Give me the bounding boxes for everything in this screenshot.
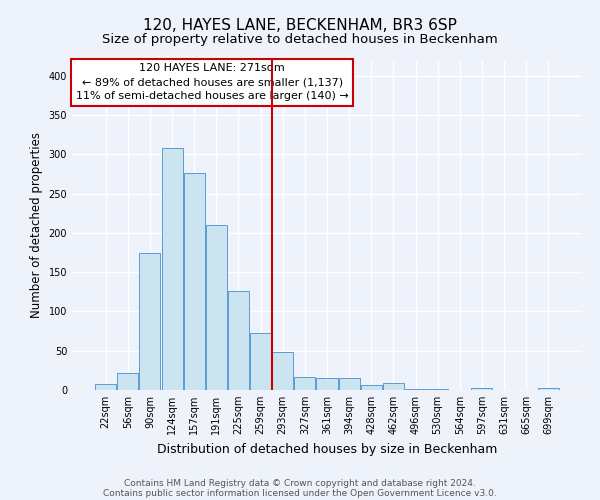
Bar bbox=[139, 254, 160, 390]
Bar bbox=[427, 389, 448, 390]
Bar bbox=[184, 173, 205, 390]
Bar bbox=[250, 332, 271, 390]
Text: 120, HAYES LANE, BECKENHAM, BR3 6SP: 120, HAYES LANE, BECKENHAM, BR3 6SP bbox=[143, 18, 457, 32]
Text: Contains public sector information licensed under the Open Government Licence v3: Contains public sector information licen… bbox=[103, 488, 497, 498]
Bar bbox=[161, 148, 182, 390]
Bar bbox=[538, 388, 559, 390]
Bar bbox=[95, 384, 116, 390]
Text: Contains HM Land Registry data © Crown copyright and database right 2024.: Contains HM Land Registry data © Crown c… bbox=[124, 478, 476, 488]
Bar bbox=[272, 352, 293, 390]
Bar bbox=[405, 389, 426, 390]
Text: Size of property relative to detached houses in Beckenham: Size of property relative to detached ho… bbox=[102, 32, 498, 46]
Bar bbox=[472, 388, 493, 390]
Bar bbox=[338, 378, 359, 390]
Bar bbox=[295, 378, 316, 390]
X-axis label: Distribution of detached houses by size in Beckenham: Distribution of detached houses by size … bbox=[157, 442, 497, 456]
Text: 120 HAYES LANE: 271sqm
← 89% of detached houses are smaller (1,137)
11% of semi-: 120 HAYES LANE: 271sqm ← 89% of detached… bbox=[76, 64, 349, 102]
Bar bbox=[316, 378, 338, 390]
Bar bbox=[206, 225, 227, 390]
Bar bbox=[361, 384, 382, 390]
Bar bbox=[228, 291, 249, 390]
Bar bbox=[383, 383, 404, 390]
Y-axis label: Number of detached properties: Number of detached properties bbox=[30, 132, 43, 318]
Bar bbox=[118, 372, 139, 390]
